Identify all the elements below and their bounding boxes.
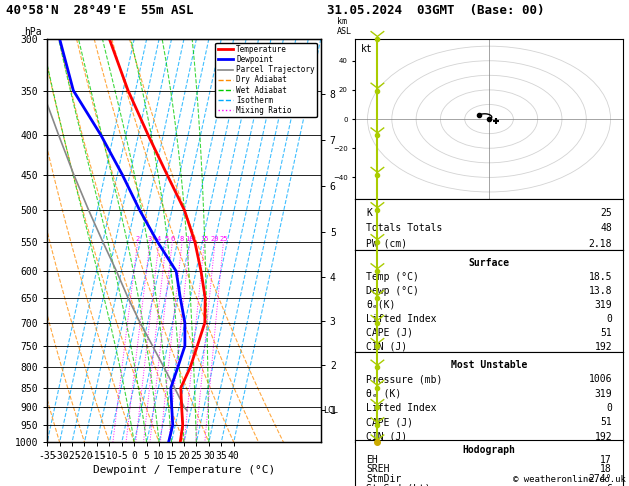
Text: 48: 48 [600, 223, 612, 233]
Text: CAPE (J): CAPE (J) [366, 417, 413, 427]
Text: θₑ(K): θₑ(K) [366, 300, 396, 310]
Text: CIN (J): CIN (J) [366, 342, 407, 352]
Legend: Temperature, Dewpoint, Parcel Trajectory, Dry Adiabat, Wet Adiabat, Isotherm, Mi: Temperature, Dewpoint, Parcel Trajectory… [215, 43, 317, 117]
Text: 10: 10 [186, 236, 194, 242]
Text: 40°58'N  28°49'E  55m ASL: 40°58'N 28°49'E 55m ASL [6, 4, 194, 17]
Text: kt: kt [361, 44, 372, 53]
Text: 20: 20 [211, 236, 220, 242]
Text: 319: 319 [594, 389, 612, 399]
Text: θₑ (K): θₑ (K) [366, 389, 401, 399]
Text: 1006: 1006 [589, 375, 612, 384]
Text: 13.8: 13.8 [589, 286, 612, 296]
Text: 18.5: 18.5 [589, 272, 612, 282]
Text: 0: 0 [606, 403, 612, 413]
Text: 51: 51 [600, 328, 612, 338]
Text: K: K [366, 208, 372, 218]
Text: Temp (°C): Temp (°C) [366, 272, 419, 282]
Text: Totals Totals: Totals Totals [366, 223, 442, 233]
Text: Pressure (mb): Pressure (mb) [366, 375, 442, 384]
Text: Most Unstable: Most Unstable [451, 360, 527, 370]
Text: km
ASL: km ASL [337, 17, 352, 36]
Text: 31.05.2024  03GMT  (Base: 00): 31.05.2024 03GMT (Base: 00) [327, 4, 545, 17]
Text: 4: 4 [157, 236, 161, 242]
Text: © weatheronline.co.uk: © weatheronline.co.uk [513, 474, 626, 484]
Text: Dewp (°C): Dewp (°C) [366, 286, 419, 296]
Text: 192: 192 [594, 432, 612, 442]
Text: 192: 192 [594, 342, 612, 352]
Text: 0: 0 [606, 314, 612, 324]
Text: 51: 51 [600, 417, 612, 427]
Text: 274°: 274° [589, 474, 612, 484]
Text: Lifted Index: Lifted Index [366, 403, 437, 413]
Text: CAPE (J): CAPE (J) [366, 328, 413, 338]
Text: 17: 17 [600, 455, 612, 465]
Text: 6: 6 [170, 236, 174, 242]
Text: CIN (J): CIN (J) [366, 432, 407, 442]
Text: 319: 319 [594, 300, 612, 310]
Text: 18: 18 [600, 465, 612, 474]
Text: 2.18: 2.18 [589, 239, 612, 249]
Text: 25: 25 [600, 208, 612, 218]
Text: 5: 5 [164, 236, 169, 242]
Text: Hodograph: Hodograph [462, 445, 516, 455]
Text: StmSpd (kt): StmSpd (kt) [366, 484, 431, 486]
Text: EH: EH [366, 455, 378, 465]
Text: LCL: LCL [323, 406, 338, 415]
Text: hPa: hPa [24, 27, 42, 37]
Text: SREH: SREH [366, 465, 389, 474]
Text: Lifted Index: Lifted Index [366, 314, 437, 324]
Text: 15: 15 [200, 236, 209, 242]
Text: 6: 6 [606, 484, 612, 486]
X-axis label: Dewpoint / Temperature (°C): Dewpoint / Temperature (°C) [93, 466, 275, 475]
Text: 3: 3 [148, 236, 152, 242]
Text: StmDir: StmDir [366, 474, 401, 484]
Text: 25: 25 [219, 236, 228, 242]
Text: Surface: Surface [469, 258, 509, 268]
Text: 2: 2 [135, 236, 140, 242]
Text: PW (cm): PW (cm) [366, 239, 407, 249]
Text: 8: 8 [180, 236, 184, 242]
